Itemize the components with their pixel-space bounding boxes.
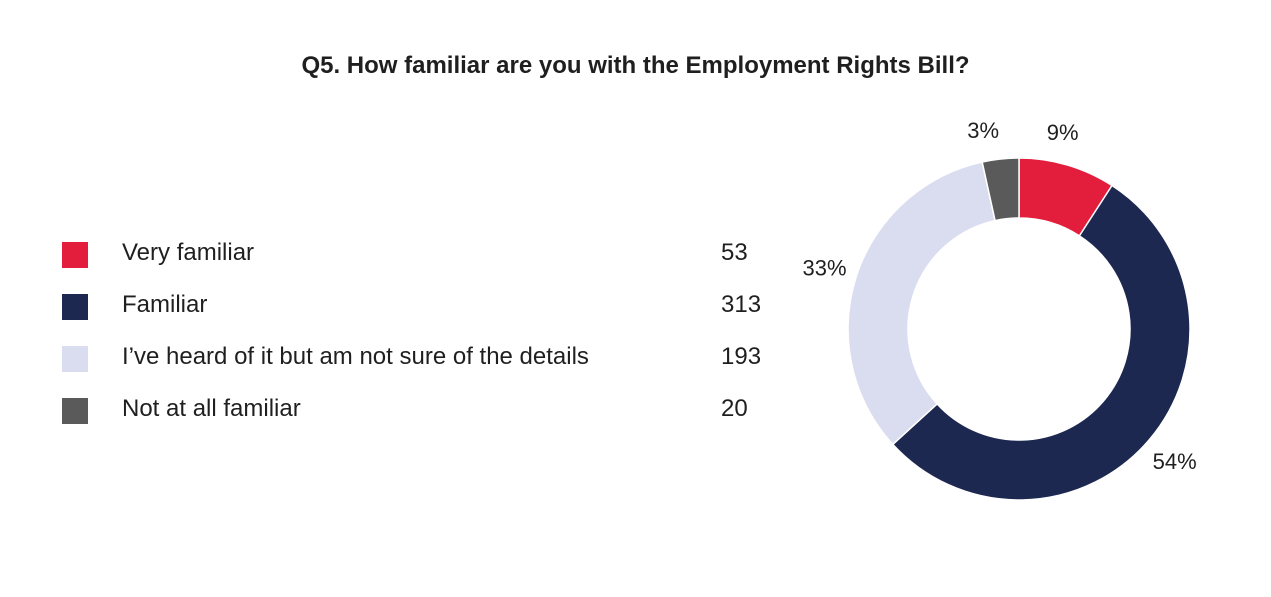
pct-label-not-at-all-familiar: 3%: [967, 118, 999, 143]
pct-label-heard-of-it: 33%: [802, 255, 846, 280]
legend-label-familiar: Familiar: [122, 291, 208, 318]
legend-value-not-at-all-familiar: 20: [721, 395, 748, 422]
legend: Very familiar 53 Familiar 313 I’ve heard…: [62, 237, 782, 445]
legend-value-very-familiar: 53: [721, 239, 748, 266]
legend-label-very-familiar: Very familiar: [122, 239, 255, 266]
legend-label-heard-of-it: I’ve heard of it but am not sure of the …: [122, 343, 589, 370]
legend-label-not-at-all-familiar: Not at all familiar: [122, 395, 301, 422]
donut-slice-familiar: [891, 184, 1191, 501]
chart-title: Q5. How familiar are you with the Employ…: [301, 52, 970, 79]
donut-slice-heard-of-it: [847, 161, 996, 446]
legend-item-familiar: Familiar 313: [62, 289, 782, 341]
donut-slice-not-at-all-familiar: [981, 157, 1020, 222]
legend-item-heard-of-it: I’ve heard of it but am not sure of the …: [62, 341, 782, 393]
legend-value-familiar: 313: [721, 291, 762, 318]
legend-swatch-familiar: [62, 294, 88, 320]
legend-swatch-heard-of-it: [62, 346, 88, 372]
pct-label-very-familiar: 9%: [1047, 120, 1079, 145]
pct-label-familiar: 54%: [1153, 449, 1197, 474]
donut-chart: 9% 54% 33% 3%: [802, 118, 1197, 501]
legend-item-very-familiar: Very familiar 53: [62, 237, 782, 289]
legend-swatch-not-at-all-familiar: [62, 398, 88, 424]
legend-item-not-at-all-familiar: Not at all familiar 20: [62, 393, 782, 445]
legend-swatch-very-familiar: [62, 242, 88, 268]
legend-value-heard-of-it: 193: [721, 343, 762, 370]
